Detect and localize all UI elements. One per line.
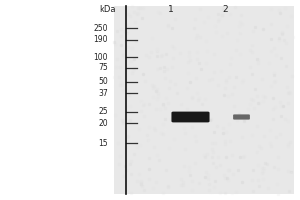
Text: kDa: kDa xyxy=(99,4,116,14)
Text: 25: 25 xyxy=(98,108,108,116)
FancyBboxPatch shape xyxy=(172,112,210,122)
Text: 75: 75 xyxy=(98,64,108,72)
Text: 250: 250 xyxy=(94,24,108,33)
Text: 37: 37 xyxy=(98,88,108,98)
Text: 20: 20 xyxy=(98,118,108,128)
Text: 190: 190 xyxy=(94,36,108,45)
Bar xyxy=(114,6,294,194)
Text: 1: 1 xyxy=(168,4,174,14)
Text: 2: 2 xyxy=(222,4,228,14)
Text: 50: 50 xyxy=(98,77,108,86)
FancyBboxPatch shape xyxy=(233,114,250,120)
Text: 15: 15 xyxy=(98,138,108,148)
Text: 100: 100 xyxy=(94,52,108,62)
